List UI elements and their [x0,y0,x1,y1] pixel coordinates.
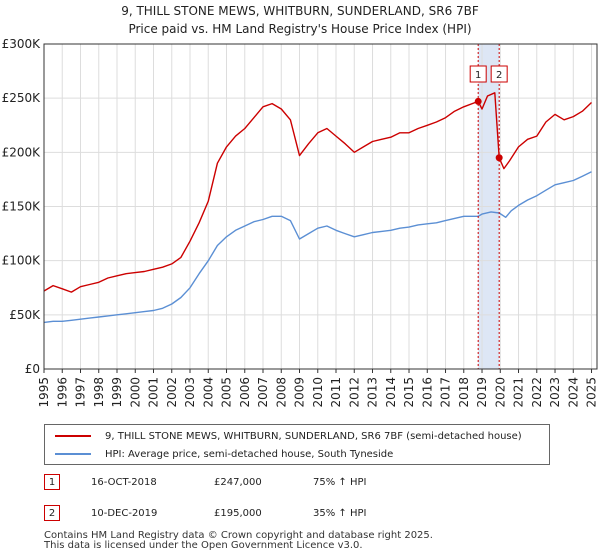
x-tick-label: 2017 [439,377,453,408]
x-tick-label: 2008 [274,377,288,408]
sale-label: 1 [475,70,481,81]
x-tick-label: 2004 [201,377,215,408]
y-tick-label: £200K [2,145,42,159]
hpi-line [43,171,592,324]
x-tick-label: 2022 [530,377,544,408]
transaction-badge: 2 [44,505,60,521]
x-tick-label: 2005 [220,377,234,408]
property-price-line [43,92,592,293]
legend-property-label: 9, THILL STONE MEWS, WHITBURN, SUNDERLAN… [105,430,522,442]
footer-copyright: Contains HM Land Registry data © Crown c… [44,530,433,541]
x-tick-label: 2013 [366,377,380,408]
x-tick-label: 2021 [512,377,526,408]
transaction-badge: 1 [44,474,60,490]
x-tick-label: 2001 [147,377,161,408]
transaction-hpi: 75% ↑ HPI [313,476,367,488]
legend-hpi-swatch [55,453,91,455]
chart-title: 9, THILL STONE MEWS, WHITBURN, SUNDERLAN… [121,4,479,18]
x-tick-label: 2009 [293,377,307,408]
transaction-date: 16-OCT-2018 [91,476,157,488]
chart-subtitle: Price paid vs. HM Land Registry's House … [128,22,471,36]
sale-label-box [490,65,508,83]
sale-point [474,97,482,105]
transaction-price: £247,000 [214,476,262,488]
legend-property: 9, THILL STONE MEWS, WHITBURN, SUNDERLAN… [45,427,522,445]
x-tick-label: 2003 [183,377,197,408]
sale-label: 2 [496,70,502,81]
x-tick-label: 1997 [74,377,88,408]
y-tick-label: £150K [2,200,42,214]
x-tick-label: 2019 [475,377,489,408]
y-tick-label: £300K [2,37,42,51]
x-tick-label: 1996 [55,377,69,408]
x-tick-label: 2014 [384,377,398,408]
x-tick-label: 2024 [566,377,580,408]
footer-licence: This data is licensed under the Open Gov… [44,540,363,551]
x-tick-label: 2010 [311,377,325,408]
transaction-price: £195,000 [214,507,262,519]
transaction-date: 10-DEC-2019 [91,507,158,519]
x-tick-label: 2016 [420,377,434,408]
x-tick-label: 2025 [585,377,599,408]
sale-label-box [469,65,487,83]
x-tick-label: 2012 [347,377,361,408]
legend: 9, THILL STONE MEWS, WHITBURN, SUNDERLAN… [44,424,550,465]
x-tick-label: 1995 [37,377,51,408]
plot-frame [43,43,598,370]
x-tick-label: 2000 [128,377,142,408]
x-tick-label: 1998 [92,377,106,408]
sale-point [495,154,503,162]
x-tick-label: 2018 [457,377,471,408]
x-tick-label: 2015 [402,377,416,408]
y-tick-label: £0 [25,362,40,376]
x-tick-label: 2007 [256,377,270,408]
price-chart: 9, THILL STONE MEWS, WHITBURN, SUNDERLAN… [2,4,599,408]
y-tick-label: £250K [2,91,42,105]
x-tick-label: 2023 [548,377,562,408]
transaction-hpi: 35% ↑ HPI [313,507,367,519]
x-tick-label: 2011 [329,377,343,408]
y-tick-label: £100K [2,254,42,268]
x-tick-label: 2002 [165,377,179,408]
x-tick-label: 2006 [238,377,252,408]
footer: Contains HM Land Registry data © Crown c… [44,531,433,551]
x-tick-label: 2020 [493,377,507,408]
y-tick-label: £50K [9,308,41,322]
legend-property-swatch [55,435,91,437]
x-tick-label: 1999 [110,377,124,408]
legend-hpi: HPI: Average price, semi-detached house,… [45,445,393,463]
legend-hpi-label: HPI: Average price, semi-detached house,… [105,448,394,460]
